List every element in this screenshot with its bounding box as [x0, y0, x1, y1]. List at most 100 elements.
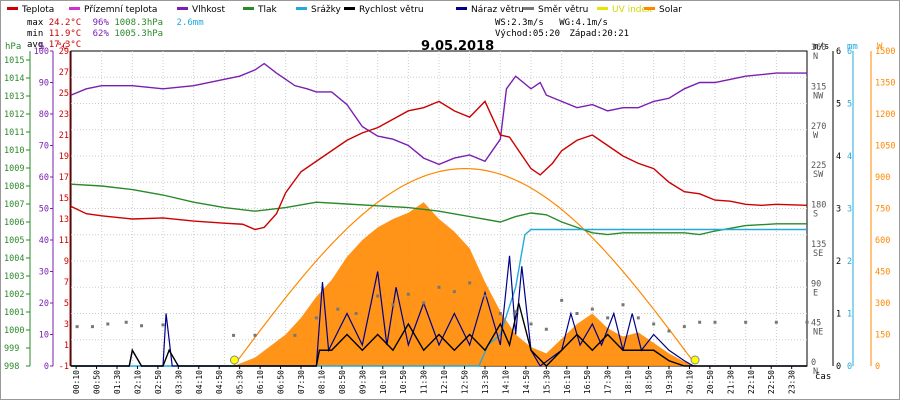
- axis-unit-time: čas: [815, 371, 831, 382]
- stats-avg-label: avg: [27, 40, 44, 50]
- axis-tick-time: 04:50: [215, 370, 224, 394]
- wind-direction-point: [468, 281, 472, 285]
- axis-tick-time: 04:10: [195, 370, 204, 394]
- wind-direction-point: [621, 303, 625, 307]
- axis-tick-degc: -1: [59, 362, 69, 372]
- axis-tick-ms: 2: [836, 257, 841, 267]
- legend-label: Rychlost větru: [359, 5, 424, 15]
- axis-tick-dir-compass: NE: [813, 328, 823, 338]
- legend-item-3: Tlak: [243, 5, 277, 15]
- axis-tick-time: 09:30: [358, 370, 367, 394]
- stats-max-hum: 96%: [92, 18, 109, 28]
- axis-tick-time: 00:10: [72, 370, 81, 394]
- legend-label: Přízemní teplota: [84, 5, 158, 15]
- wind-direction-point: [682, 325, 686, 329]
- axis-tick-pct: 50: [39, 205, 49, 215]
- axis-tick-mm: 6: [847, 47, 852, 57]
- axis-tick-mm: 3: [847, 205, 852, 215]
- legend-item-2: Vlhkost: [177, 5, 225, 15]
- wind-direction-point: [422, 301, 426, 305]
- axis-tick-ms: 4: [836, 152, 841, 162]
- axis-tick-hpa: 1015: [4, 56, 24, 66]
- series-teplota: [70, 100, 808, 231]
- axis-tick-w: 1200: [875, 110, 895, 120]
- axis-tick-degc: 27: [59, 68, 69, 78]
- wind-direction-point: [406, 292, 410, 296]
- legend-item-6: Náraz větru: [456, 5, 524, 15]
- axis-tick-mm: 5: [847, 100, 852, 110]
- legend-swatch: [644, 7, 655, 10]
- wind-direction-point: [774, 320, 778, 324]
- stats-avg-row: avg 17.3°C: [27, 40, 81, 50]
- wind-direction-point: [253, 333, 257, 337]
- wind-direction-point: [483, 294, 487, 298]
- legend-swatch: [69, 7, 80, 10]
- legend-label: Tlak: [258, 5, 277, 15]
- wind-direction-point: [354, 312, 358, 315]
- axis-tick-pct: 90: [39, 79, 49, 89]
- axis-tick-pct: 100: [34, 47, 49, 57]
- legend-swatch: [243, 7, 254, 10]
- axis-tick-time: 17:30: [604, 370, 613, 394]
- axis-tick-time: 13:30: [481, 370, 490, 394]
- wind-direction-point: [529, 322, 533, 326]
- axis-tick-dir-compass: S: [813, 210, 818, 220]
- axis-tick-dir-compass: N: [813, 367, 818, 377]
- axis-tick-hpa: 1007: [4, 200, 24, 210]
- axis-tick-time: 16:50: [583, 370, 592, 394]
- legend-swatch: [523, 7, 534, 10]
- axis-tick-mm: 2: [847, 257, 852, 267]
- axis-tick-degc: 25: [59, 89, 69, 99]
- axis-tick-hpa: 1001: [4, 308, 24, 318]
- axis-tick-time: 14:10: [501, 370, 510, 394]
- legend-item-5: Rychlost větru: [344, 5, 424, 15]
- axis-tick-w: 0: [875, 362, 880, 372]
- axis-tick-dir-compass: SW: [813, 170, 824, 180]
- axis-tick-dir-compass: E: [813, 288, 818, 298]
- axis-tick-time: 18:10: [624, 370, 633, 394]
- axis-tick-time: 22:10: [747, 370, 756, 394]
- axis-tick-w: 1500: [875, 47, 895, 57]
- stats-min-hum: 62%: [92, 29, 109, 39]
- wind-direction-point: [106, 322, 110, 326]
- legend-label: Směr větru: [538, 5, 589, 15]
- axis-tick-dir-deg: 135: [811, 240, 826, 250]
- axis-tick-dir-compass: N: [813, 52, 818, 62]
- stats-wg: WG:4.1m/s: [559, 18, 608, 28]
- axis-tick-time: 06:10: [256, 370, 265, 394]
- wind-direction-point: [498, 312, 502, 315]
- legend-swatch: [597, 7, 608, 10]
- legend-label: Teplota: [22, 5, 55, 15]
- stats-avg-temp: 17.3°C: [48, 40, 82, 50]
- axis-tick-w: 1350: [875, 79, 895, 89]
- wind-direction-point: [140, 324, 144, 328]
- axis-unit-ms: m/s: [813, 42, 829, 52]
- axis-tick-dir-deg: 45: [811, 319, 821, 329]
- axis-tick-w: 750: [875, 205, 890, 215]
- wind-direction-point: [232, 333, 236, 337]
- axis-tick-time: 00:50: [93, 370, 102, 394]
- wind-direction-point: [391, 303, 395, 307]
- axis-tick-time: 01:30: [113, 370, 122, 394]
- solar-max-curve: [233, 168, 695, 367]
- stats-wind-row: WS:2.3m/s WG:4.1m/s: [495, 18, 608, 28]
- axis-tick-degc: 1: [64, 341, 69, 351]
- axis-tick-degc: 13: [59, 215, 69, 225]
- axis-tick-hpa: 1005: [4, 236, 24, 246]
- axis-unit-degc: °C: [57, 42, 68, 52]
- axis-unit-mm: mm: [847, 42, 858, 52]
- axis-tick-time: 02:50: [154, 370, 163, 394]
- axis-unit-w: W: [877, 42, 883, 52]
- axis-tick-degc: 19: [59, 152, 69, 162]
- axis-tick-mm: 0: [847, 362, 852, 372]
- wind-direction-point: [124, 320, 128, 324]
- axis-tick-time: 07:30: [297, 370, 306, 394]
- axis-tick-w: 150: [875, 331, 890, 341]
- wind-direction-point: [544, 327, 548, 331]
- axis-tick-time: 18:50: [645, 370, 654, 394]
- wind-direction-point: [575, 312, 579, 315]
- axis-tick-degc: 17: [59, 173, 69, 183]
- axis-tick-hpa: 1014: [4, 74, 24, 84]
- axis-tick-time: 03:30: [174, 370, 183, 394]
- series-rychlost-větru: [71, 302, 807, 368]
